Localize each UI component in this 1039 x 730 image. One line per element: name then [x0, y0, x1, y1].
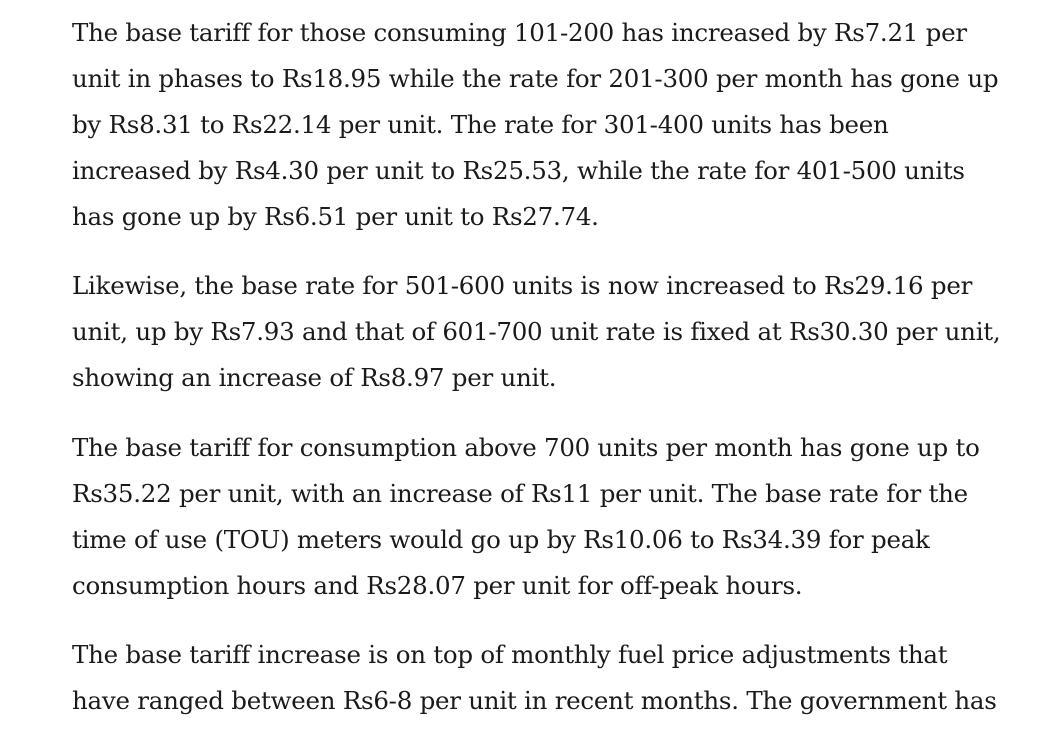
article-paragraph: The base tariff for those consuming 101-… [72, 18, 999, 231]
article-paragraph: The base tariff for consumption above 70… [72, 433, 980, 600]
article-paragraph: Likewise, the base rate for 501-600 unit… [72, 271, 1001, 392]
article-paragraph: The base tariff increase is on top of mo… [72, 640, 997, 715]
